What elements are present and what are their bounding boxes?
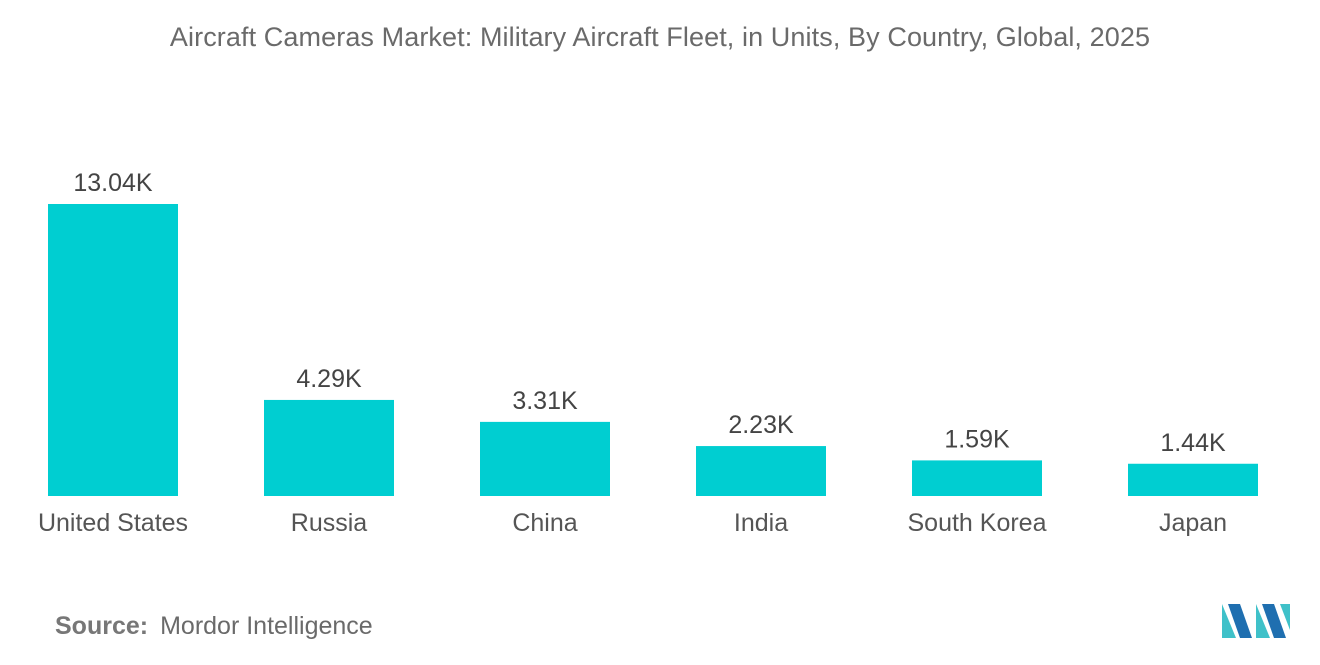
value-label: 1.59K [944,425,1010,453]
value-label: 2.23K [728,411,794,439]
bar-chart: 13.04K United States 4.29K Russia 3.31K China… [38,169,1258,537]
category-label: India [734,509,788,537]
category-label: United States [38,509,188,537]
source-line: Source: Mordor Intelligence [55,612,373,641]
value-label: 13.04K [73,169,153,197]
value-label: 4.29K [296,365,362,393]
source-text: Mordor Intelligence [160,612,373,640]
category-label: South Korea [908,509,1047,537]
logo-shape-end [1280,604,1290,630]
value-label: 1.44K [1160,429,1226,457]
bar-united-states [48,204,178,496]
mordor-intelligence-logo-icon [1222,604,1290,638]
bar-russia [264,399,394,496]
chart-title: Aircraft Cameras Market: Military Aircra… [169,22,1151,52]
value-label: 3.31K [512,387,578,415]
bar-india [696,446,826,496]
logo-shape-mid-right [1256,604,1270,638]
logo-shape-mid-left [1228,604,1252,638]
source-label: Source: [55,612,149,640]
bar-south-korea [912,460,1042,496]
bar-japan [1128,463,1258,496]
bar-china [480,421,610,496]
category-label: Japan [1159,509,1227,537]
category-label: Russia [291,509,368,537]
logo-shape-left [1222,604,1236,638]
logo-shape-right [1262,604,1286,638]
category-label: China [512,509,577,537]
